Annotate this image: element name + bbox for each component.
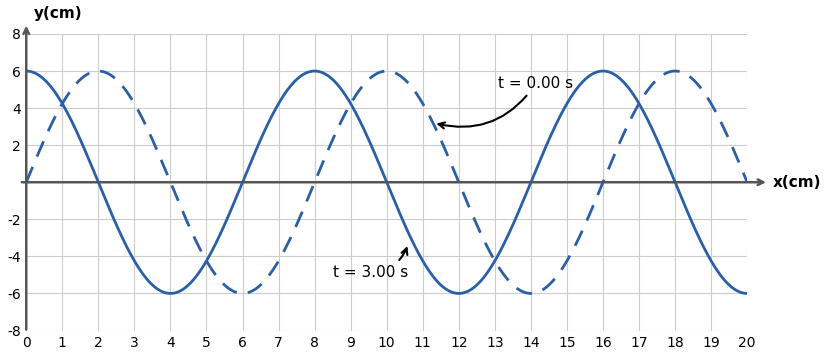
Text: t = 0.00 s: t = 0.00 s (439, 76, 573, 129)
Text: x(cm): x(cm) (772, 175, 821, 190)
Text: y(cm): y(cm) (34, 6, 82, 21)
Text: t = 3.00 s: t = 3.00 s (332, 248, 408, 280)
